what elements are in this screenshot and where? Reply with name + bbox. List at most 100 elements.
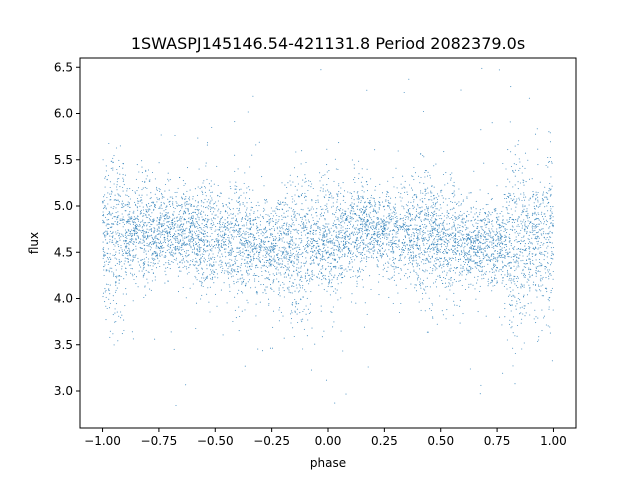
scatter-point — [228, 254, 230, 256]
scatter-point — [292, 327, 294, 329]
scatter-point — [186, 242, 188, 245]
scatter-point — [418, 253, 420, 255]
scatter-point — [473, 240, 475, 242]
scatter-point — [159, 265, 161, 268]
scatter-point — [363, 205, 365, 207]
scatter-point — [359, 244, 361, 246]
scatter-point — [512, 218, 514, 220]
scatter-point — [412, 266, 414, 268]
scatter-point — [341, 250, 343, 252]
scatter-point — [183, 218, 185, 220]
scatter-point — [124, 271, 126, 273]
scatter-point — [400, 226, 403, 228]
scatter-point — [488, 245, 490, 247]
scatter-point — [202, 218, 204, 220]
scatter-point — [446, 229, 448, 231]
scatter-point — [311, 239, 313, 241]
scatter-point — [534, 309, 536, 311]
scatter-point — [309, 233, 311, 235]
scatter-point — [360, 181, 362, 183]
scatter-point — [135, 241, 138, 243]
scatter-point — [306, 241, 308, 243]
scatter-point — [317, 226, 319, 228]
scatter-point — [499, 242, 502, 244]
scatter-point — [105, 270, 107, 272]
scatter-point — [337, 299, 339, 301]
scatter-point — [312, 251, 314, 253]
scatter-point — [193, 251, 195, 253]
scatter-point — [162, 241, 164, 244]
scatter-point — [195, 241, 197, 243]
scatter-point — [104, 216, 107, 218]
scatter-point — [238, 233, 240, 235]
scatter-point — [516, 324, 519, 327]
scatter-point — [357, 196, 360, 199]
scatter-point — [266, 266, 269, 269]
scatter-point — [356, 277, 358, 279]
scatter-point — [213, 265, 215, 267]
scatter-point — [244, 309, 246, 311]
scatter-point — [452, 185, 454, 187]
scatter-point — [350, 257, 352, 259]
scatter-point — [540, 203, 542, 205]
scatter-point — [302, 179, 304, 181]
scatter-point — [511, 295, 513, 297]
scatter-point — [236, 246, 238, 248]
scatter-point — [272, 210, 274, 212]
scatter-point — [109, 230, 111, 232]
scatter-point — [388, 233, 390, 235]
scatter-point — [330, 193, 332, 195]
scatter-point — [166, 225, 168, 227]
scatter-point — [524, 315, 526, 317]
scatter-point — [345, 242, 347, 244]
scatter-point — [430, 214, 432, 216]
scatter-point — [491, 220, 493, 223]
scatter-point — [495, 233, 497, 236]
scatter-point — [387, 201, 390, 204]
scatter-point — [164, 282, 166, 284]
scatter-point — [506, 207, 508, 209]
scatter-point — [250, 206, 252, 208]
scatter-point — [287, 268, 289, 270]
scatter-point — [458, 253, 461, 255]
scatter-point — [327, 285, 329, 287]
scatter-point — [208, 257, 210, 259]
scatter-point — [277, 263, 279, 265]
scatter-point — [130, 232, 132, 235]
scatter-point — [237, 233, 239, 235]
scatter-point — [219, 229, 221, 231]
scatter-point — [274, 236, 276, 238]
scatter-point — [108, 213, 110, 215]
scatter-point — [133, 228, 135, 230]
scatter-point — [144, 286, 146, 288]
scatter-point — [515, 200, 518, 202]
scatter-point — [214, 214, 216, 216]
scatter-point — [322, 234, 324, 236]
scatter-point — [431, 199, 433, 201]
scatter-point — [128, 196, 130, 198]
scatter-point — [174, 238, 176, 240]
scatter-point — [395, 226, 397, 228]
scatter-point — [278, 203, 280, 206]
scatter-point — [296, 308, 298, 310]
scatter-point — [496, 259, 498, 261]
scatter-point — [417, 234, 419, 236]
scatter-point — [146, 234, 149, 236]
scatter-point — [403, 186, 405, 188]
scatter-point — [489, 282, 492, 284]
scatter-point — [283, 276, 285, 278]
scatter-point — [212, 269, 214, 271]
scatter-point — [360, 218, 362, 221]
scatter-point — [326, 226, 328, 228]
scatter-point — [183, 184, 185, 187]
scatter-point — [378, 223, 381, 225]
scatter-point — [145, 269, 147, 271]
scatter-point — [291, 236, 294, 238]
scatter-point — [114, 308, 116, 310]
scatter-point — [226, 270, 228, 272]
scatter-point — [381, 201, 384, 203]
scatter-point — [145, 169, 147, 171]
scatter-point — [171, 221, 173, 224]
scatter-point — [112, 161, 114, 163]
scatter-point — [483, 265, 485, 267]
